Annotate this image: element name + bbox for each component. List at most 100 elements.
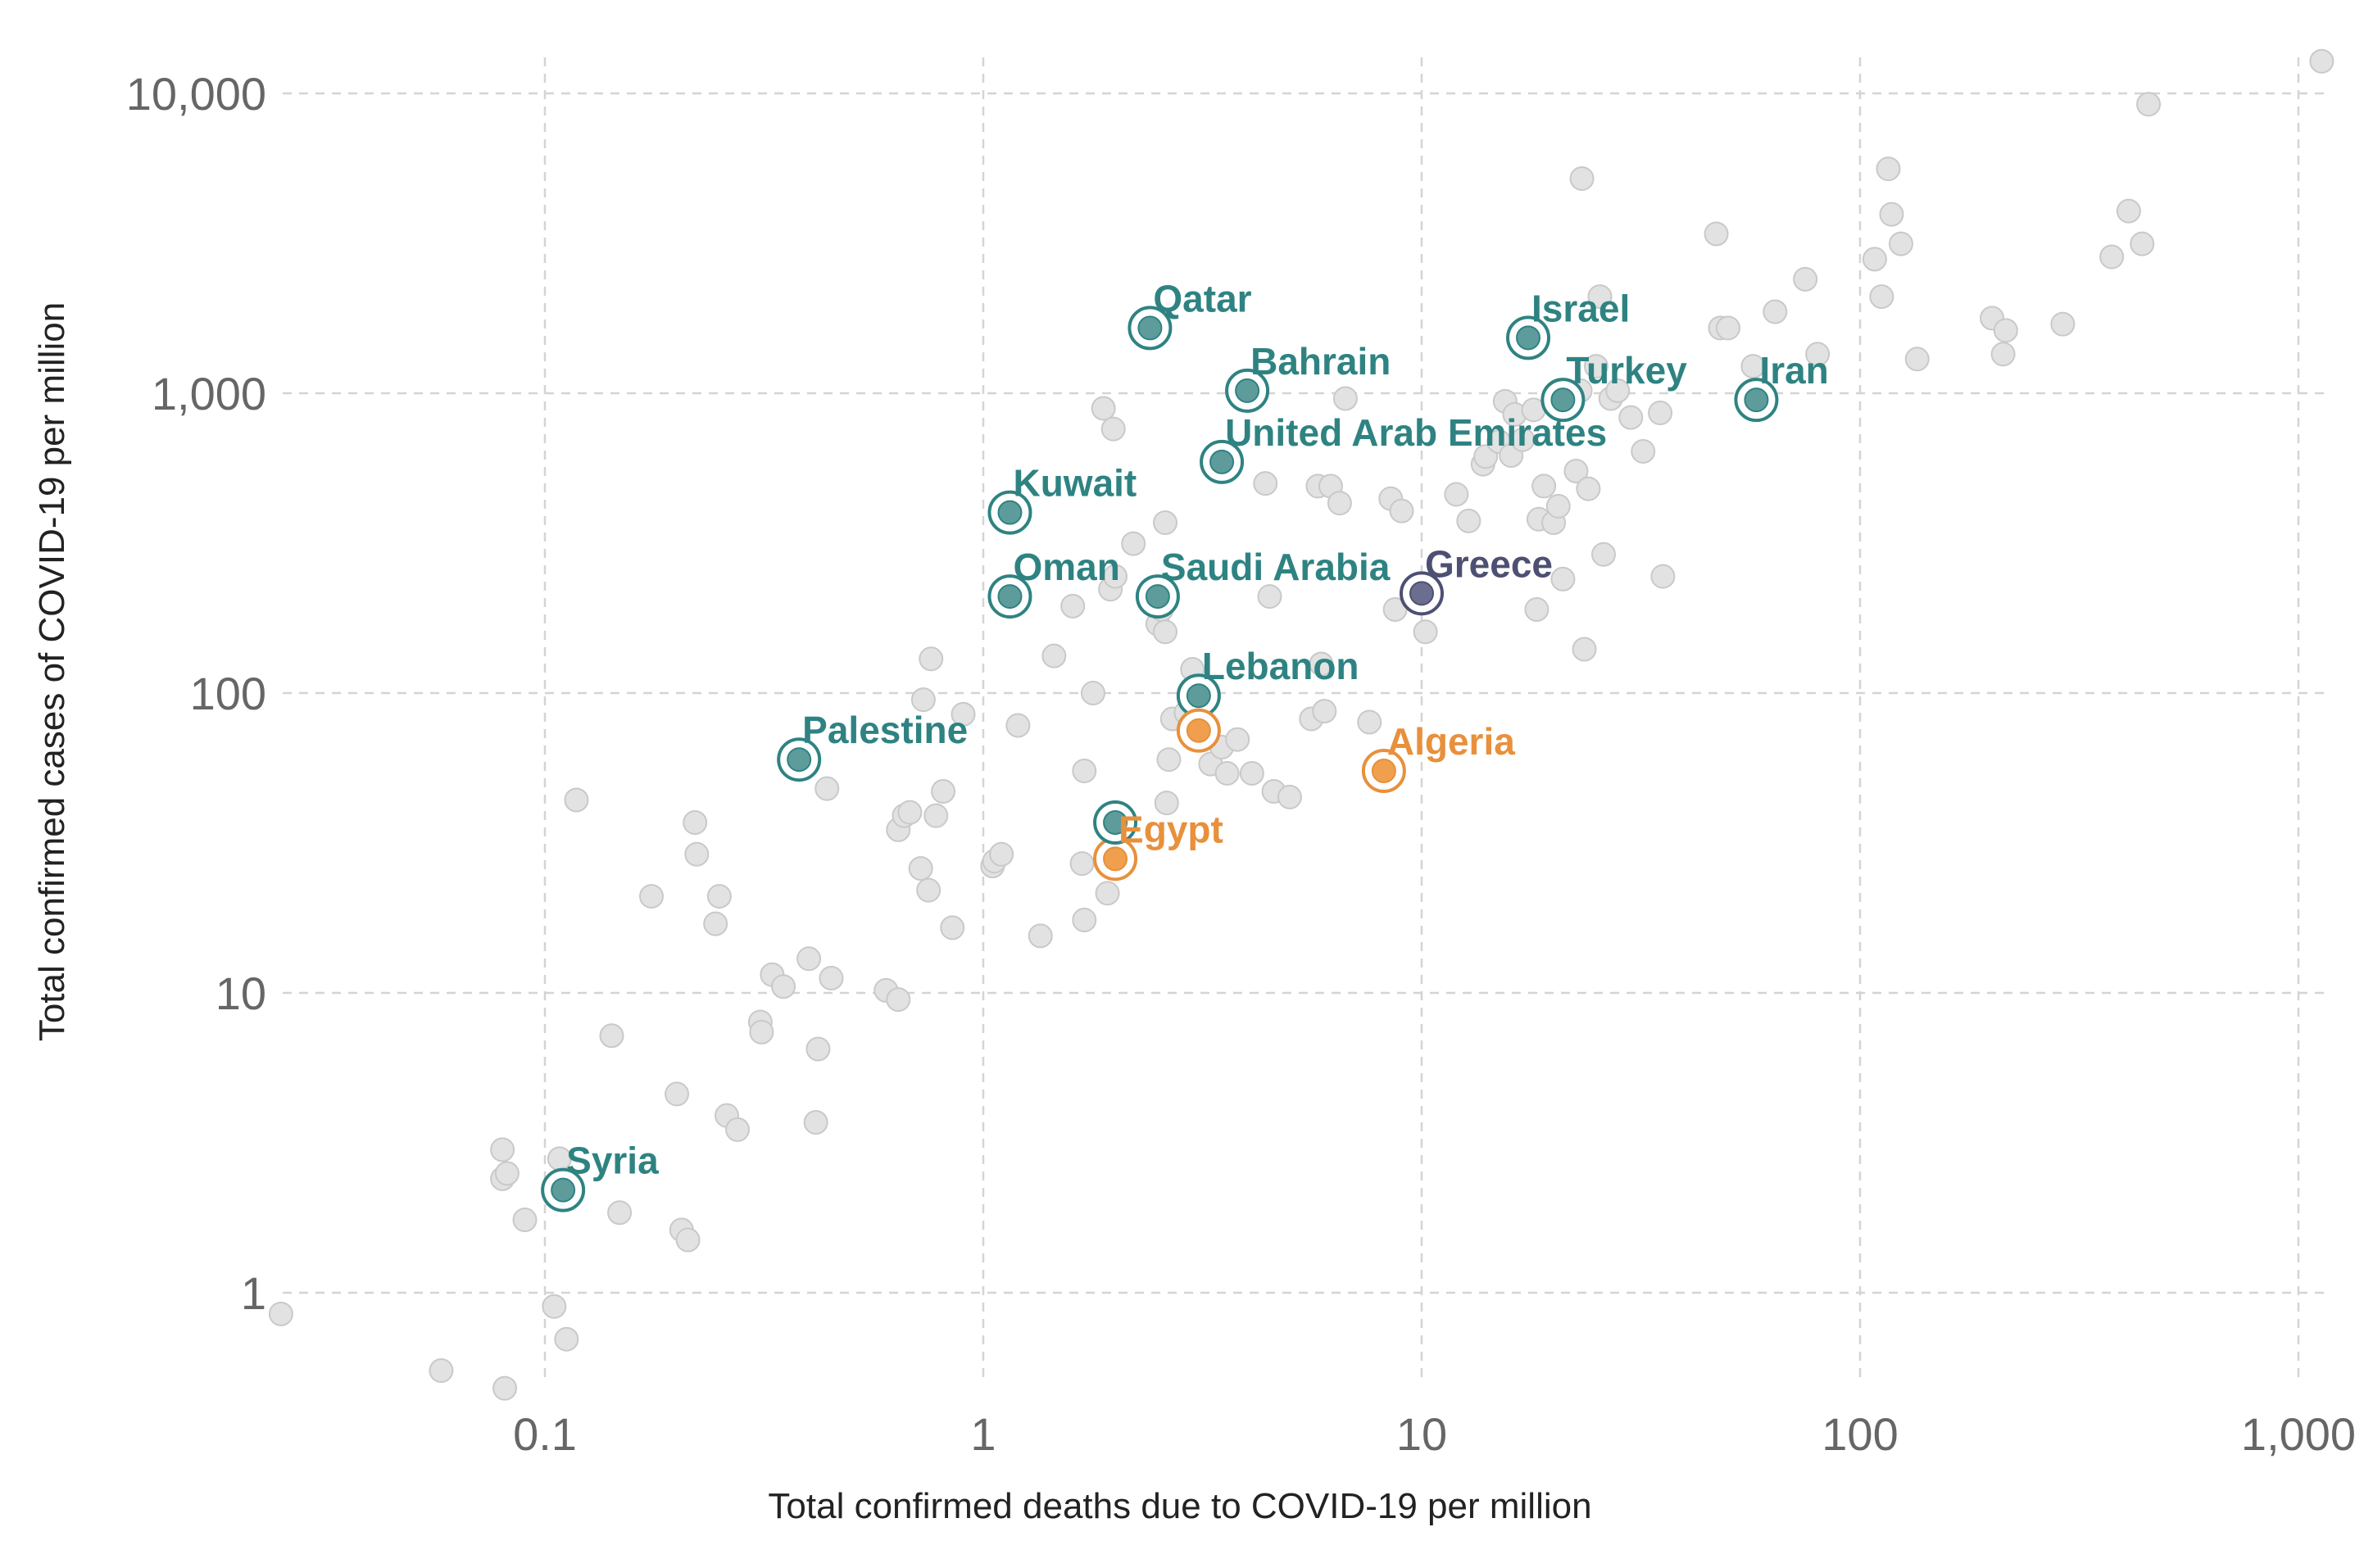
data-point: [1563, 459, 1589, 484]
data-point: [1650, 564, 1676, 589]
data-point: [675, 1227, 701, 1253]
highlighted-points: [541, 306, 1779, 1212]
data-point: [1309, 651, 1334, 677]
data-point: [1072, 908, 1097, 933]
data-point: [1888, 231, 1913, 256]
data-point: [951, 701, 976, 727]
data-point: [1876, 156, 1901, 182]
data-point: [1524, 596, 1549, 622]
data-point: [1545, 493, 1571, 519]
highlight-point: [1176, 708, 1221, 753]
data-point: [923, 803, 949, 828]
data-point: [1028, 923, 1053, 949]
data-point: [725, 1117, 751, 1142]
highlight-dot: [1209, 449, 1235, 474]
point-label: Israel: [1531, 287, 1630, 329]
point-label: Iran: [1759, 349, 1828, 392]
data-point: [1091, 396, 1116, 421]
point-labels: Qatar Bahrain Israel Turkey Iran United Arab …: [566, 277, 1829, 1181]
data-point: [919, 646, 944, 672]
data-point: [1704, 221, 1729, 247]
highlight-point: [1128, 306, 1173, 351]
data-point: [886, 987, 911, 1013]
data-point: [512, 1208, 538, 1233]
x-tick-label: 1: [970, 1408, 996, 1460]
highlight-point: [1093, 836, 1138, 881]
highlight-dot: [1235, 378, 1260, 403]
highlight-point: [1540, 378, 1586, 423]
data-point: [749, 1019, 774, 1045]
data-point: [1862, 247, 1887, 272]
y-tick-label: 1,000: [152, 368, 266, 419]
data-point: [1456, 508, 1481, 533]
point-label: Saudi Arabia: [1161, 546, 1391, 588]
highlight-dot: [1103, 846, 1128, 872]
data-point: [2116, 198, 2141, 224]
data-point: [554, 1326, 579, 1352]
data-point: [490, 1137, 515, 1162]
highlight-point: [1135, 574, 1180, 619]
data-point: [1357, 709, 1382, 735]
data-point: [683, 810, 708, 836]
point-label: Palestine: [802, 709, 968, 751]
data-point: [771, 974, 796, 999]
data-point: [1041, 643, 1067, 668]
data-point: [1253, 471, 1278, 496]
data-point: [607, 1200, 633, 1226]
data-point: [639, 884, 665, 909]
highlight-point: [1506, 315, 1551, 360]
point-label: Turkey: [1566, 349, 1687, 392]
background-points: [268, 48, 2334, 1401]
highlight-point: [987, 490, 1032, 535]
highlight-point: [1225, 368, 1270, 413]
highlight-point: [1093, 800, 1138, 845]
y-tick-label: 10: [216, 968, 266, 1019]
data-point: [940, 915, 965, 940]
data-point: [819, 965, 844, 990]
x-tick-label: 0.1: [513, 1408, 577, 1460]
highlight-point: [777, 737, 822, 782]
data-point: [1312, 699, 1337, 724]
data-point: [1154, 791, 1179, 816]
data-point: [931, 779, 956, 804]
data-point: [2130, 231, 2155, 256]
data-point: [2136, 92, 2162, 117]
data-point: [1879, 202, 1904, 227]
data-point: [1332, 386, 1358, 411]
highlight-point: [1400, 571, 1444, 616]
data-point: [1005, 713, 1031, 738]
highlight-point: [1200, 439, 1245, 484]
data-point: [1277, 784, 1302, 809]
data-point: [1550, 566, 1576, 591]
highlight-dot: [1744, 387, 1769, 413]
highlight-point: [1734, 378, 1779, 423]
data-point: [1572, 637, 1597, 662]
data-point: [599, 1023, 624, 1049]
data-point: [916, 877, 941, 903]
data-point: [1327, 491, 1352, 516]
data-point: [1569, 165, 1595, 191]
data-point: [1225, 727, 1250, 752]
point-label: Egypt: [1118, 808, 1223, 850]
tick-labels: 0.1 1 10 100 1,000 1 10 100 1,000 10,000: [126, 68, 2356, 1460]
data-point: [1869, 284, 1894, 310]
point-label: Algeria: [1387, 720, 1515, 763]
highlight-dot: [997, 584, 1023, 610]
data-point: [1740, 354, 1766, 379]
data-point: [1156, 747, 1182, 773]
data-point: [1904, 347, 1930, 372]
data-point: [268, 1301, 293, 1326]
highlight-dot: [1371, 759, 1396, 784]
highlight-dot: [1186, 718, 1211, 743]
highlight-dot: [787, 747, 812, 773]
data-point: [492, 1375, 518, 1401]
data-point: [1413, 619, 1438, 645]
data-point: [1510, 427, 1536, 452]
data-point: [1605, 378, 1631, 403]
point-label: Bahrain: [1250, 340, 1391, 383]
data-point: [1389, 498, 1414, 523]
data-point: [429, 1358, 454, 1384]
data-point: [1591, 542, 1617, 567]
